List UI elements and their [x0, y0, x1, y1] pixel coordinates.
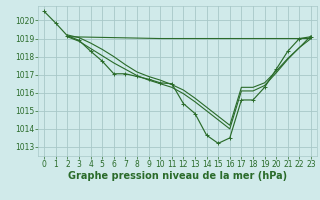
X-axis label: Graphe pression niveau de la mer (hPa): Graphe pression niveau de la mer (hPa)	[68, 171, 287, 181]
